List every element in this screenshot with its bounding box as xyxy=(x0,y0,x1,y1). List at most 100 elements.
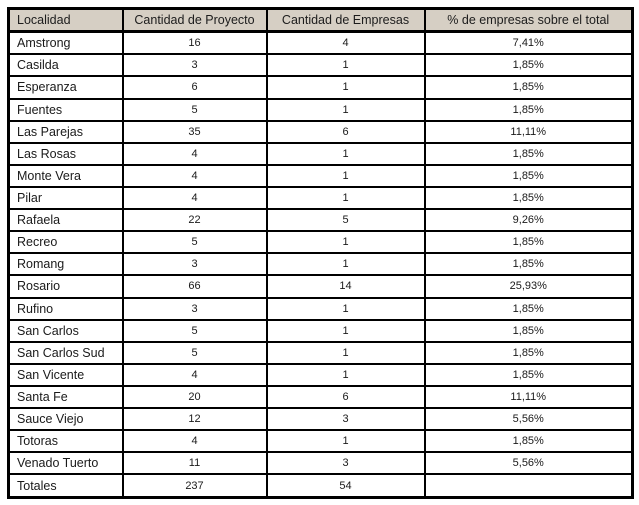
cell-proyectos: 4 xyxy=(121,429,268,454)
cell-proyectos: 3 xyxy=(121,296,268,321)
cell-empresas: 14 xyxy=(265,274,426,299)
cell-localidad: Esperanza xyxy=(7,75,124,100)
cell-porcentaje: 1,85% xyxy=(423,230,634,255)
cell-localidad: Monte Vera xyxy=(7,163,124,188)
cell-empresas: 1 xyxy=(265,141,426,166)
table-row: Rufino 3 1 1,85% xyxy=(7,296,634,321)
cell-proyectos: 12 xyxy=(121,407,268,432)
cell-localidad: Fuentes xyxy=(7,97,124,122)
table-row: San Carlos 5 1 1,85% xyxy=(7,318,634,343)
cell-empresas: 1 xyxy=(265,252,426,277)
cell-proyectos: 66 xyxy=(121,274,268,299)
cell-empresas: 1 xyxy=(265,97,426,122)
table-row: Las Rosas 4 1 1,85% xyxy=(7,141,634,166)
cell-porcentaje: 5,56% xyxy=(423,451,634,476)
header-row: Localidad Cantidad de Proyecto Cantidad … xyxy=(7,7,634,33)
cell-proyectos: 4 xyxy=(121,141,268,166)
cell-proyectos: 5 xyxy=(121,340,268,365)
table-row: Casilda 3 1 1,85% xyxy=(7,53,634,78)
table-row: Recreo 5 1 1,85% xyxy=(7,230,634,255)
cell-proyectos: 20 xyxy=(121,384,268,410)
cell-porcentaje: 11,11% xyxy=(423,119,634,144)
cell-localidad: Las Parejas xyxy=(7,119,124,144)
cell-proyectos: 3 xyxy=(121,252,268,277)
cell-localidad: San Carlos xyxy=(7,318,124,343)
cell-proyectos: 16 xyxy=(121,30,268,56)
cell-porcentaje: 1,85% xyxy=(423,429,634,454)
cell-localidad: Pilar xyxy=(7,185,124,211)
cell-proyectos: 11 xyxy=(121,451,268,476)
cell-localidad: Sauce Viejo xyxy=(7,407,124,432)
cell-proyectos: 35 xyxy=(121,119,268,144)
col-header-proyectos: Cantidad de Proyecto xyxy=(121,7,268,33)
cell-porcentaje: 9,26% xyxy=(423,208,634,233)
table-row: Rosario 66 14 25,93% xyxy=(7,274,634,299)
table-row: Monte Vera 4 1 1,85% xyxy=(7,163,634,188)
cell-proyectos: 237 xyxy=(121,473,268,499)
table-row: Totales 237 54 xyxy=(7,473,634,499)
table-row: Santa Fe 20 6 11,11% xyxy=(7,384,634,410)
cell-empresas: 1 xyxy=(265,75,426,100)
table-row: Esperanza 6 1 1,85% xyxy=(7,75,634,100)
cell-porcentaje: 7,41% xyxy=(423,30,634,56)
col-header-localidad: Localidad xyxy=(7,7,124,33)
cell-localidad: San Carlos Sud xyxy=(7,340,124,365)
col-header-porcentaje: % de empresas sobre el total xyxy=(423,7,634,33)
cell-porcentaje: 1,85% xyxy=(423,252,634,277)
table-body: Amstrong 16 4 7,41% Casilda 3 1 1,85% Esperanza 6… xyxy=(7,30,634,499)
localities-table: Localidad Cantidad de Proyecto Cantidad … xyxy=(7,7,634,499)
cell-localidad: Casilda xyxy=(7,53,124,78)
table-row: Sauce Viejo 12 3 5,56% xyxy=(7,407,634,432)
cell-localidad: Venado Tuerto xyxy=(7,451,124,476)
cell-localidad: Recreo xyxy=(7,230,124,255)
cell-porcentaje: 1,85% xyxy=(423,340,634,365)
table-row: San Carlos Sud 5 1 1,85% xyxy=(7,340,634,365)
cell-empresas: 1 xyxy=(265,340,426,365)
cell-proyectos: 5 xyxy=(121,318,268,343)
cell-empresas: 1 xyxy=(265,429,426,454)
cell-empresas: 1 xyxy=(265,296,426,321)
table-row: Totoras 4 1 1,85% xyxy=(7,429,634,454)
cell-porcentaje: 25,93% xyxy=(423,274,634,299)
cell-porcentaje: 1,85% xyxy=(423,75,634,100)
cell-localidad: Las Rosas xyxy=(7,141,124,166)
cell-porcentaje: 1,85% xyxy=(423,53,634,78)
cell-empresas: 1 xyxy=(265,230,426,255)
table-row: Rafaela 22 5 9,26% xyxy=(7,208,634,233)
cell-porcentaje: 11,11% xyxy=(423,384,634,410)
cell-porcentaje: 1,85% xyxy=(423,185,634,211)
cell-porcentaje: 1,85% xyxy=(423,163,634,188)
table-row: Las Parejas 35 6 11,11% xyxy=(7,119,634,144)
cell-localidad: Totales xyxy=(7,473,124,499)
cell-porcentaje: 1,85% xyxy=(423,362,634,387)
cell-localidad: Totoras xyxy=(7,429,124,454)
col-header-empresas: Cantidad de Empresas xyxy=(265,7,426,33)
cell-porcentaje: 1,85% xyxy=(423,97,634,122)
table-row: Pilar 4 1 1,85% xyxy=(7,185,634,211)
cell-porcentaje xyxy=(423,473,634,499)
cell-proyectos: 4 xyxy=(121,163,268,188)
table-row: Romang 3 1 1,85% xyxy=(7,252,634,277)
cell-empresas: 6 xyxy=(265,119,426,144)
localities-table-container: Localidad Cantidad de Proyecto Cantidad … xyxy=(7,7,634,499)
cell-porcentaje: 1,85% xyxy=(423,296,634,321)
cell-localidad: San Vicente xyxy=(7,362,124,387)
table-row: Amstrong 16 4 7,41% xyxy=(7,30,634,56)
cell-localidad: Rafaela xyxy=(7,208,124,233)
cell-proyectos: 5 xyxy=(121,230,268,255)
cell-empresas: 1 xyxy=(265,318,426,343)
cell-empresas: 4 xyxy=(265,30,426,56)
cell-localidad: Rufino xyxy=(7,296,124,321)
cell-empresas: 1 xyxy=(265,362,426,387)
cell-empresas: 54 xyxy=(265,473,426,499)
table-row: San Vicente 4 1 1,85% xyxy=(7,362,634,387)
cell-localidad: Rosario xyxy=(7,274,124,299)
cell-empresas: 3 xyxy=(265,451,426,476)
table-row: Venado Tuerto 11 3 5,56% xyxy=(7,451,634,476)
cell-porcentaje: 1,85% xyxy=(423,141,634,166)
cell-proyectos: 3 xyxy=(121,53,268,78)
cell-empresas: 5 xyxy=(265,208,426,233)
cell-proyectos: 22 xyxy=(121,208,268,233)
cell-empresas: 3 xyxy=(265,407,426,432)
cell-localidad: Santa Fe xyxy=(7,384,124,410)
